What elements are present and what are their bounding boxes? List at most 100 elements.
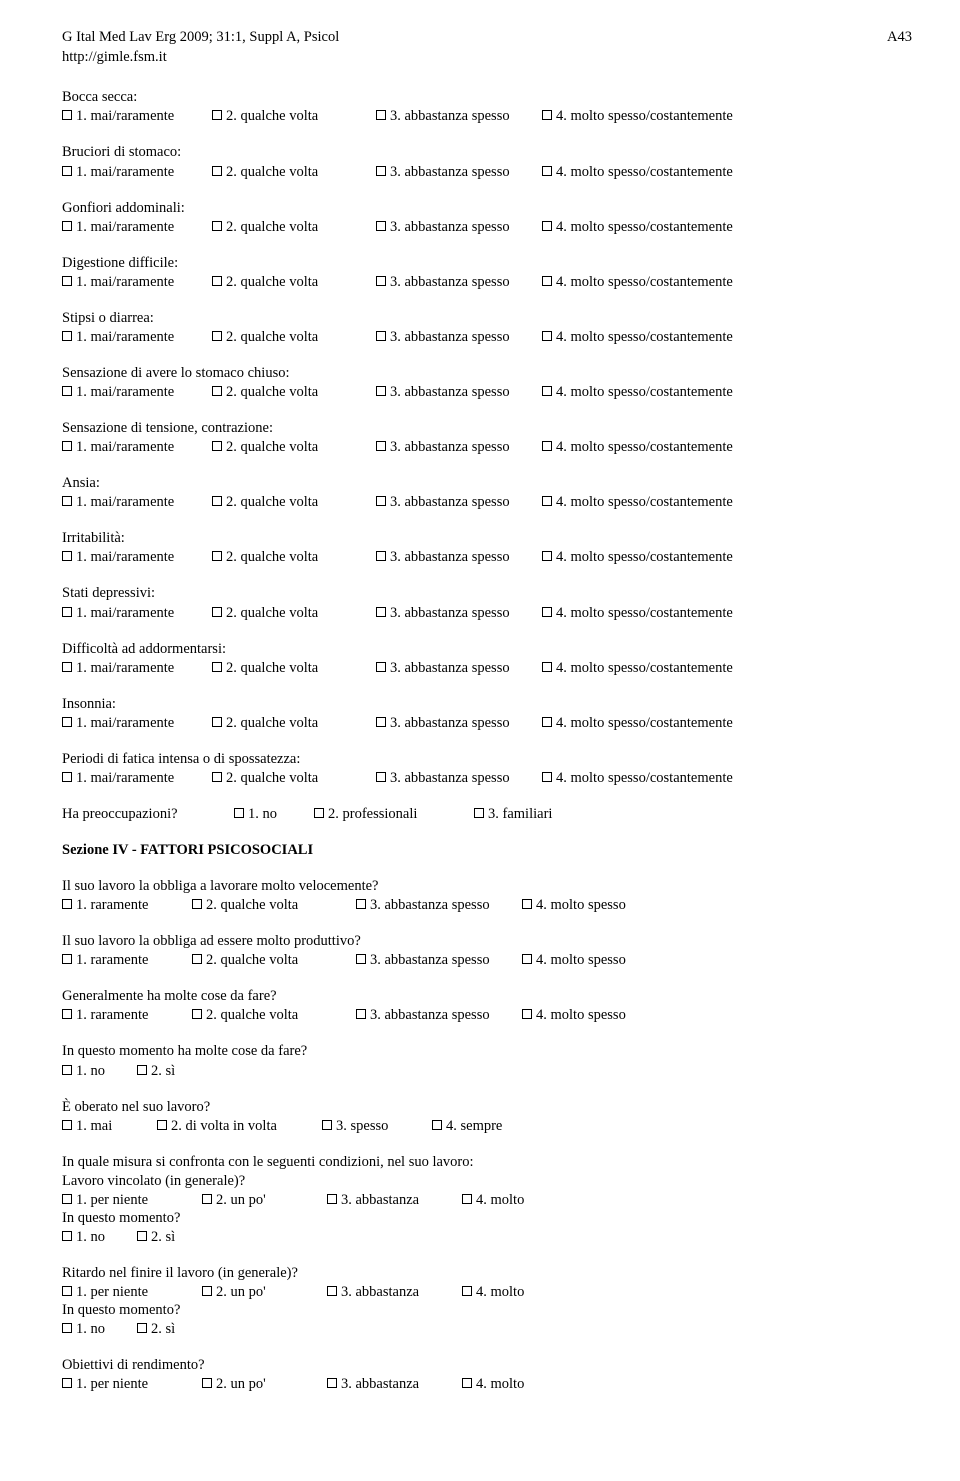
checkbox-icon[interactable] bbox=[62, 166, 72, 176]
checkbox-icon[interactable] bbox=[376, 110, 386, 120]
checkbox-icon[interactable] bbox=[376, 166, 386, 176]
option[interactable]: 3. abbastanza spesso bbox=[376, 273, 510, 291]
checkbox-icon[interactable] bbox=[322, 1120, 332, 1130]
option[interactable]: 3. abbastanza spesso bbox=[376, 163, 510, 181]
checkbox-icon[interactable] bbox=[542, 496, 552, 506]
option[interactable]: 4. molto spesso/costantemente bbox=[542, 218, 733, 236]
checkbox-icon[interactable] bbox=[212, 386, 222, 396]
checkbox-icon[interactable] bbox=[376, 662, 386, 672]
checkbox-icon[interactable] bbox=[62, 331, 72, 341]
option[interactable]: 1. mai/raramente bbox=[62, 107, 174, 125]
checkbox-icon[interactable] bbox=[137, 1323, 147, 1333]
option[interactable]: 2. qualche volta bbox=[212, 659, 318, 677]
checkbox-icon[interactable] bbox=[462, 1286, 472, 1296]
option[interactable]: 3. abbastanza spesso bbox=[376, 548, 510, 566]
checkbox-icon[interactable] bbox=[62, 221, 72, 231]
checkbox-icon[interactable] bbox=[62, 899, 72, 909]
checkbox-icon[interactable] bbox=[356, 954, 366, 964]
checkbox-icon[interactable] bbox=[62, 1194, 72, 1204]
checkbox-icon[interactable] bbox=[212, 551, 222, 561]
option[interactable]: 1. per niente bbox=[62, 1191, 148, 1209]
checkbox-icon[interactable] bbox=[356, 1009, 366, 1019]
option[interactable]: 1. mai/raramente bbox=[62, 218, 174, 236]
checkbox-icon[interactable] bbox=[62, 110, 72, 120]
checkbox-icon[interactable] bbox=[356, 899, 366, 909]
option[interactable]: 4. sempre bbox=[432, 1117, 502, 1135]
option[interactable]: 2. qualche volta bbox=[212, 218, 318, 236]
checkbox-icon[interactable] bbox=[542, 772, 552, 782]
option[interactable]: 4. molto bbox=[462, 1191, 524, 1209]
checkbox-icon[interactable] bbox=[62, 1323, 72, 1333]
option[interactable]: 1. mai/raramente bbox=[62, 383, 174, 401]
checkbox-icon[interactable] bbox=[327, 1286, 337, 1296]
option[interactable]: 2. sì bbox=[137, 1320, 175, 1338]
checkbox-icon[interactable] bbox=[474, 808, 484, 818]
checkbox-icon[interactable] bbox=[212, 717, 222, 727]
checkbox-icon[interactable] bbox=[137, 1065, 147, 1075]
checkbox-icon[interactable] bbox=[202, 1194, 212, 1204]
checkbox-icon[interactable] bbox=[376, 331, 386, 341]
option[interactable]: 1. raramente bbox=[62, 896, 148, 914]
checkbox-icon[interactable] bbox=[62, 1378, 72, 1388]
checkbox-icon[interactable] bbox=[62, 772, 72, 782]
option[interactable]: 3. spesso bbox=[322, 1117, 388, 1135]
checkbox-icon[interactable] bbox=[376, 221, 386, 231]
checkbox-icon[interactable] bbox=[376, 276, 386, 286]
option[interactable]: 4. molto spesso/costantemente bbox=[542, 383, 733, 401]
checkbox-icon[interactable] bbox=[376, 772, 386, 782]
checkbox-icon[interactable] bbox=[376, 607, 386, 617]
checkbox-icon[interactable] bbox=[62, 441, 72, 451]
option[interactable]: 1. mai/raramente bbox=[62, 714, 174, 732]
checkbox-icon[interactable] bbox=[212, 331, 222, 341]
checkbox-icon[interactable] bbox=[376, 551, 386, 561]
checkbox-icon[interactable] bbox=[542, 441, 552, 451]
option[interactable]: 2. qualche volta bbox=[212, 548, 318, 566]
option[interactable]: 4. molto spesso bbox=[522, 1006, 626, 1024]
checkbox-icon[interactable] bbox=[202, 1286, 212, 1296]
option[interactable]: 1. per niente bbox=[62, 1283, 148, 1301]
checkbox-icon[interactable] bbox=[212, 772, 222, 782]
checkbox-icon[interactable] bbox=[327, 1378, 337, 1388]
option[interactable]: 2. un po' bbox=[202, 1283, 266, 1301]
checkbox-icon[interactable] bbox=[212, 110, 222, 120]
checkbox-icon[interactable] bbox=[62, 496, 72, 506]
option[interactable]: 4. molto spesso bbox=[522, 896, 626, 914]
option[interactable]: 3. abbastanza spesso bbox=[376, 604, 510, 622]
checkbox-icon[interactable] bbox=[62, 386, 72, 396]
option[interactable]: 3. abbastanza spesso bbox=[376, 383, 510, 401]
checkbox-icon[interactable] bbox=[462, 1194, 472, 1204]
checkbox-icon[interactable] bbox=[62, 276, 72, 286]
option[interactable]: 1. no bbox=[62, 1062, 105, 1080]
option[interactable]: 2. qualche volta bbox=[212, 383, 318, 401]
option[interactable]: 1. per niente bbox=[62, 1375, 148, 1393]
checkbox-icon[interactable] bbox=[542, 331, 552, 341]
option[interactable]: 3. abbastanza spesso bbox=[376, 493, 510, 511]
option[interactable]: 4. molto spesso/costantemente bbox=[542, 328, 733, 346]
checkbox-icon[interactable] bbox=[62, 1231, 72, 1241]
checkbox-icon[interactable] bbox=[542, 276, 552, 286]
option[interactable]: 2. professionali bbox=[314, 805, 417, 823]
option[interactable]: 2. sì bbox=[137, 1062, 175, 1080]
checkbox-icon[interactable] bbox=[462, 1378, 472, 1388]
option[interactable]: 2. qualche volta bbox=[212, 714, 318, 732]
option[interactable]: 1. mai/raramente bbox=[62, 769, 174, 787]
option[interactable]: 3. abbastanza spesso bbox=[356, 896, 490, 914]
checkbox-icon[interactable] bbox=[542, 551, 552, 561]
checkbox-icon[interactable] bbox=[192, 899, 202, 909]
checkbox-icon[interactable] bbox=[212, 276, 222, 286]
checkbox-icon[interactable] bbox=[522, 899, 532, 909]
option[interactable]: 1. no bbox=[234, 805, 277, 823]
checkbox-icon[interactable] bbox=[212, 166, 222, 176]
checkbox-icon[interactable] bbox=[212, 441, 222, 451]
option[interactable]: 2. sì bbox=[137, 1228, 175, 1246]
checkbox-icon[interactable] bbox=[234, 808, 244, 818]
option[interactable]: 1. no bbox=[62, 1228, 105, 1246]
option[interactable]: 3. abbastanza spesso bbox=[356, 1006, 490, 1024]
checkbox-icon[interactable] bbox=[62, 1120, 72, 1130]
checkbox-icon[interactable] bbox=[62, 954, 72, 964]
option[interactable]: 3. abbastanza spesso bbox=[376, 107, 510, 125]
option[interactable]: 4. molto spesso/costantemente bbox=[542, 714, 733, 732]
option[interactable]: 4. molto bbox=[462, 1283, 524, 1301]
checkbox-icon[interactable] bbox=[202, 1378, 212, 1388]
option[interactable]: 2. qualche volta bbox=[212, 107, 318, 125]
